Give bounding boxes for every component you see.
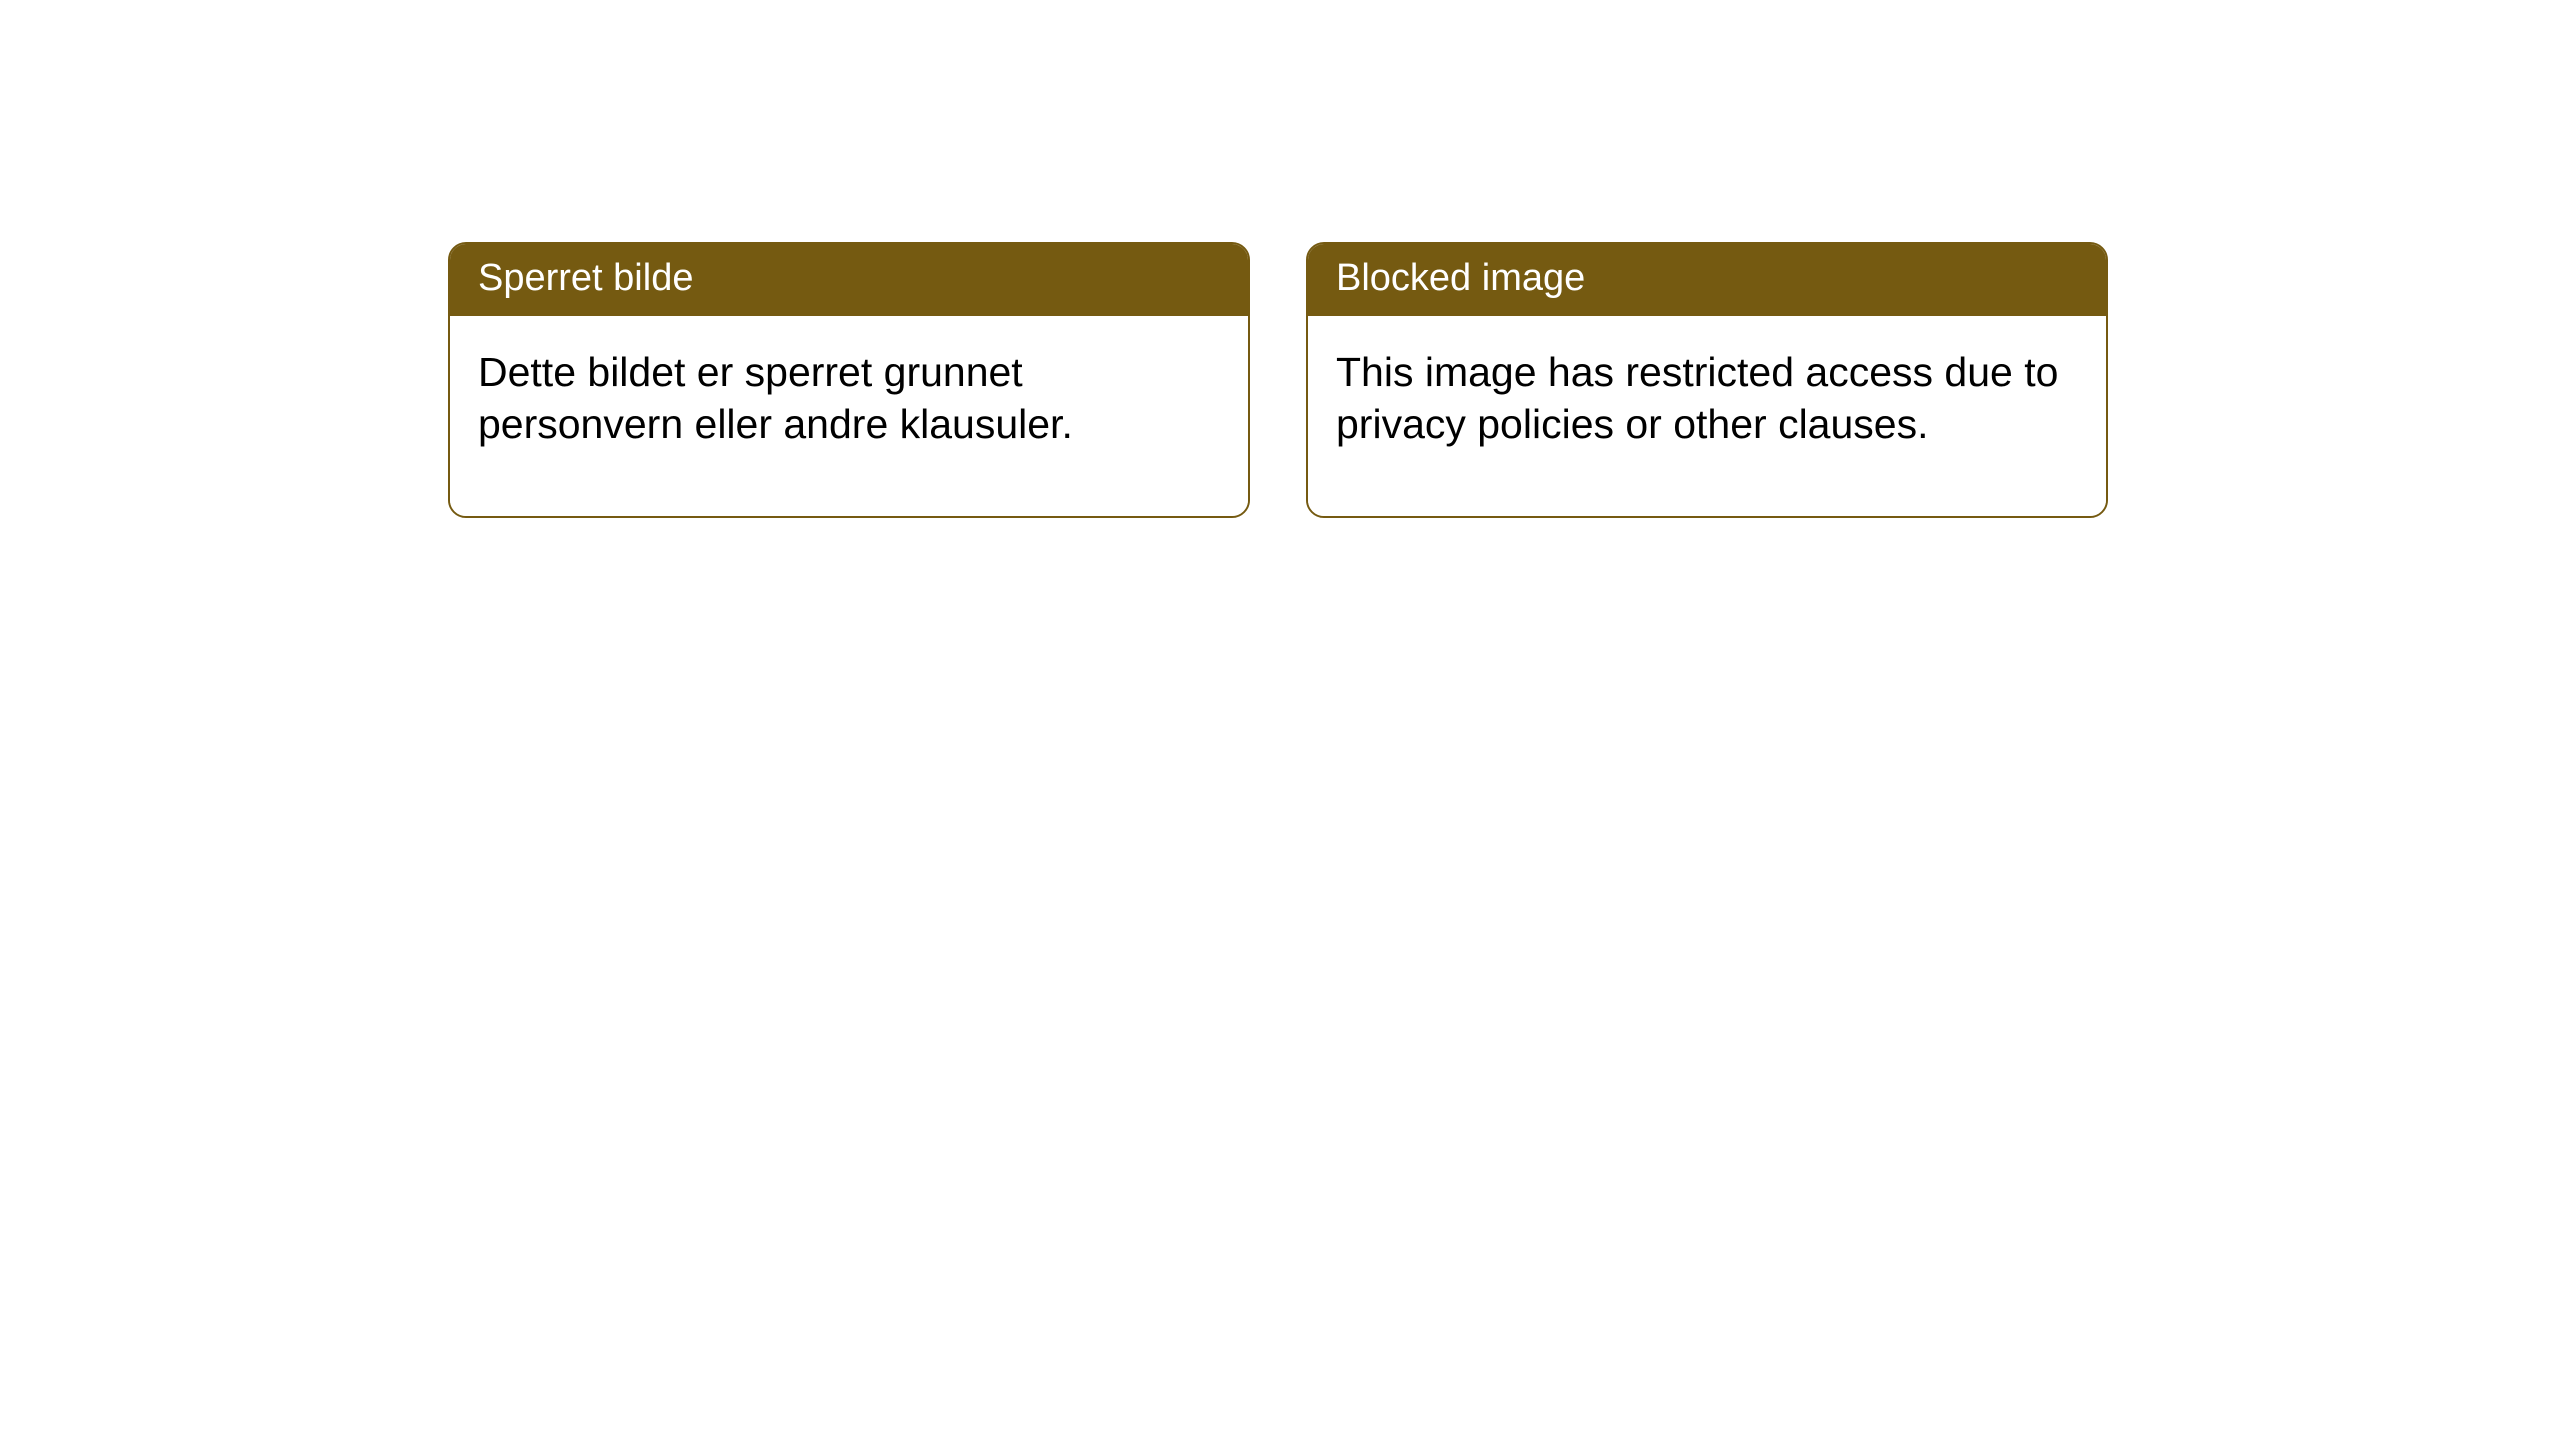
notice-card-en-header: Blocked image (1308, 244, 2106, 316)
notice-card-no: Sperret bilde Dette bildet er sperret gr… (448, 242, 1250, 518)
notice-card-no-body: Dette bildet er sperret grunnet personve… (450, 316, 1248, 516)
notice-card-en-body: This image has restricted access due to … (1308, 316, 2106, 516)
notice-card-en-title: Blocked image (1336, 257, 1585, 299)
notice-card-no-header: Sperret bilde (450, 244, 1248, 316)
notice-card-no-body-text: Dette bildet er sperret grunnet personve… (478, 349, 1073, 447)
notice-card-en-body-text: This image has restricted access due to … (1336, 349, 2058, 447)
notice-container: Sperret bilde Dette bildet er sperret gr… (448, 242, 2108, 518)
notice-card-en: Blocked image This image has restricted … (1306, 242, 2108, 518)
notice-card-no-title: Sperret bilde (478, 257, 693, 299)
